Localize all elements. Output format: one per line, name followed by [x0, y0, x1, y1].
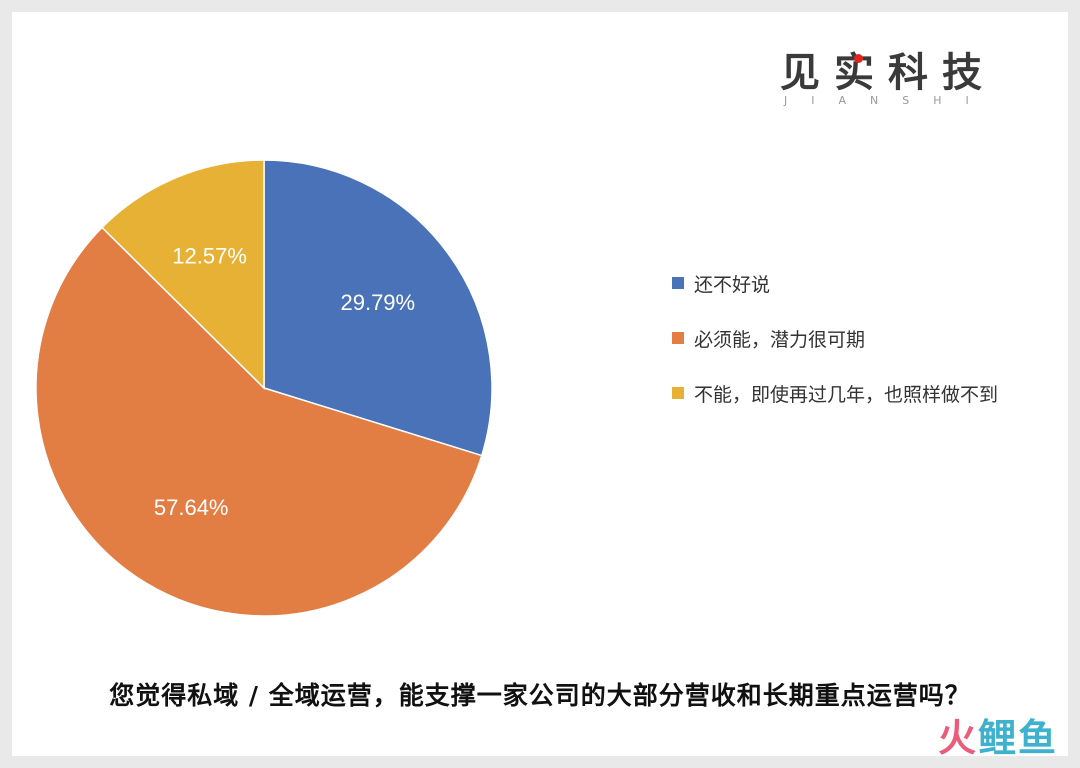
- watermark-logo: 火鲤鱼: [938, 707, 1058, 762]
- chart-legend: 还不好说 必须能，潜力很可期 不能，即使再过几年，也照样做不到: [672, 268, 998, 433]
- legend-swatch-2: [672, 387, 684, 399]
- legend-label-1: 必须能，潜力很可期: [694, 328, 866, 351]
- brand-name: 见实科技: [780, 50, 996, 96]
- watermark-part-1: 火: [937, 716, 978, 760]
- legend-label-2: 不能，即使再过几年，也照样做不到: [694, 383, 999, 406]
- slice-label-1: 57.64%: [154, 495, 229, 520]
- slice-label-0: 29.79%: [340, 290, 415, 315]
- watermark-part-2: 鲤鱼: [977, 716, 1058, 760]
- survey-question: 您觉得私域 / 全域运营，能支撑一家公司的大部分营收和长期重点运营吗？: [109, 681, 971, 710]
- legend-swatch-0: [672, 277, 684, 289]
- pie-slice-1: [35, 226, 483, 617]
- legend-label-0: 还不好说: [694, 273, 771, 296]
- brand-dot: [854, 54, 863, 63]
- brand-logo: 见实科技 JIANSHI: [780, 40, 1020, 110]
- legend-swatch-1: [672, 332, 684, 344]
- pie-slice-2: [101, 159, 265, 390]
- slice-label-2: 12.57%: [172, 243, 247, 268]
- brand-subtitle: JIANSHI: [784, 94, 993, 107]
- legend-item-2: 不能，即使再过几年，也照样做不到: [672, 378, 998, 408]
- pie-slice-0: [263, 159, 493, 457]
- legend-item-1: 必须能，潜力很可期: [672, 323, 998, 353]
- legend-item-0: 还不好说: [672, 268, 998, 298]
